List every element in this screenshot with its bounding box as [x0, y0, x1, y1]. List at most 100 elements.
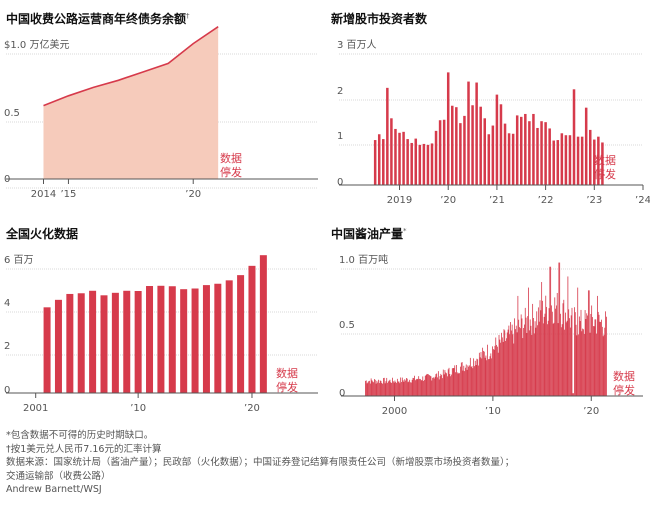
bar	[496, 344, 497, 396]
bar	[377, 134, 381, 185]
bar	[578, 334, 579, 396]
bar	[368, 381, 370, 396]
bar	[587, 315, 588, 396]
bar	[563, 299, 565, 396]
bar	[536, 311, 538, 396]
bar	[537, 307, 539, 396]
bar	[403, 381, 405, 396]
bar	[456, 372, 458, 396]
bar	[489, 356, 491, 396]
bar	[569, 318, 570, 396]
bar	[530, 325, 532, 396]
bar	[493, 349, 495, 396]
bar	[542, 300, 543, 396]
panel-soy-sauce: 1.0 百万吨 0.5 0 2000 ’10 ’20 数据 停发 中国酱油产量*	[325, 215, 650, 420]
x-tick-label: ’23	[586, 195, 602, 205]
bar	[464, 371, 465, 396]
bar	[579, 321, 581, 396]
bar	[444, 370, 446, 396]
bar	[549, 266, 551, 396]
bar	[508, 325, 510, 396]
bar	[400, 377, 402, 396]
bar	[379, 380, 381, 396]
bar	[542, 323, 544, 396]
bar	[591, 305, 593, 396]
series-line	[43, 26, 219, 107]
chart-title: 中国收费公路运营商年终债务余额†	[6, 10, 190, 27]
panel-cremations: 6 百万 4 2 0 2001 ’10 ’20 数据 停发 全国火化数据	[0, 215, 325, 420]
bar	[538, 321, 540, 396]
bar	[463, 115, 466, 185]
bar	[487, 359, 489, 396]
bar	[424, 375, 426, 396]
x-tick-label: ’20	[244, 403, 260, 414]
bar	[589, 332, 591, 396]
bar	[602, 336, 604, 396]
bar	[180, 289, 188, 393]
bar	[483, 118, 486, 185]
x-tick-label: 2000	[382, 406, 407, 417]
bar	[396, 382, 397, 396]
bar	[588, 129, 592, 185]
bar	[478, 365, 479, 396]
footnote-gaps: *包含数据不可得的历史时期缺口。	[6, 430, 154, 441]
y-tick-label: 0	[339, 388, 345, 399]
bar	[390, 382, 392, 396]
bar	[484, 357, 486, 396]
bar	[507, 133, 511, 185]
bar	[369, 380, 370, 396]
bar	[430, 143, 434, 185]
y-tick-label: 0	[4, 385, 10, 396]
bar	[503, 123, 507, 185]
bar	[458, 372, 460, 396]
bar	[574, 307, 575, 396]
bar	[452, 368, 454, 396]
bar	[414, 375, 415, 396]
bar	[596, 333, 597, 396]
bar	[491, 125, 495, 185]
bar	[540, 310, 542, 396]
bar	[544, 313, 546, 396]
bar	[483, 350, 484, 396]
bar	[475, 82, 478, 185]
bar	[43, 307, 51, 393]
bar	[420, 380, 422, 396]
bar	[443, 374, 445, 396]
bar	[442, 369, 444, 396]
chart-title-text: 中国收费公路运营商年终债务余额	[6, 12, 187, 26]
bar	[367, 382, 369, 396]
bar	[495, 337, 497, 396]
bar	[537, 325, 538, 396]
bar	[410, 382, 411, 396]
bar	[515, 115, 519, 185]
bar	[446, 376, 448, 396]
bar	[390, 118, 393, 185]
bar	[463, 365, 465, 396]
bar	[433, 377, 434, 396]
bar	[438, 379, 440, 396]
bar	[460, 366, 461, 396]
bar	[504, 330, 506, 396]
bar	[524, 307, 526, 396]
bar	[528, 330, 530, 396]
bar	[134, 291, 142, 393]
bar	[588, 290, 590, 396]
bar	[515, 325, 517, 396]
bar	[497, 352, 499, 396]
bar	[566, 320, 568, 396]
bar	[473, 358, 475, 396]
x-tick-label: 2001	[23, 403, 48, 414]
bar	[432, 377, 434, 396]
bar	[451, 374, 452, 396]
bar	[556, 292, 558, 396]
y-unit-label: $1.0 万亿美元	[4, 38, 69, 51]
data-halt-note: 停发	[276, 380, 298, 394]
bar	[384, 383, 386, 396]
bar	[465, 367, 466, 396]
bar	[605, 311, 606, 396]
bar	[552, 140, 555, 185]
bar	[374, 379, 376, 396]
bar	[460, 362, 462, 396]
bar	[437, 371, 439, 396]
